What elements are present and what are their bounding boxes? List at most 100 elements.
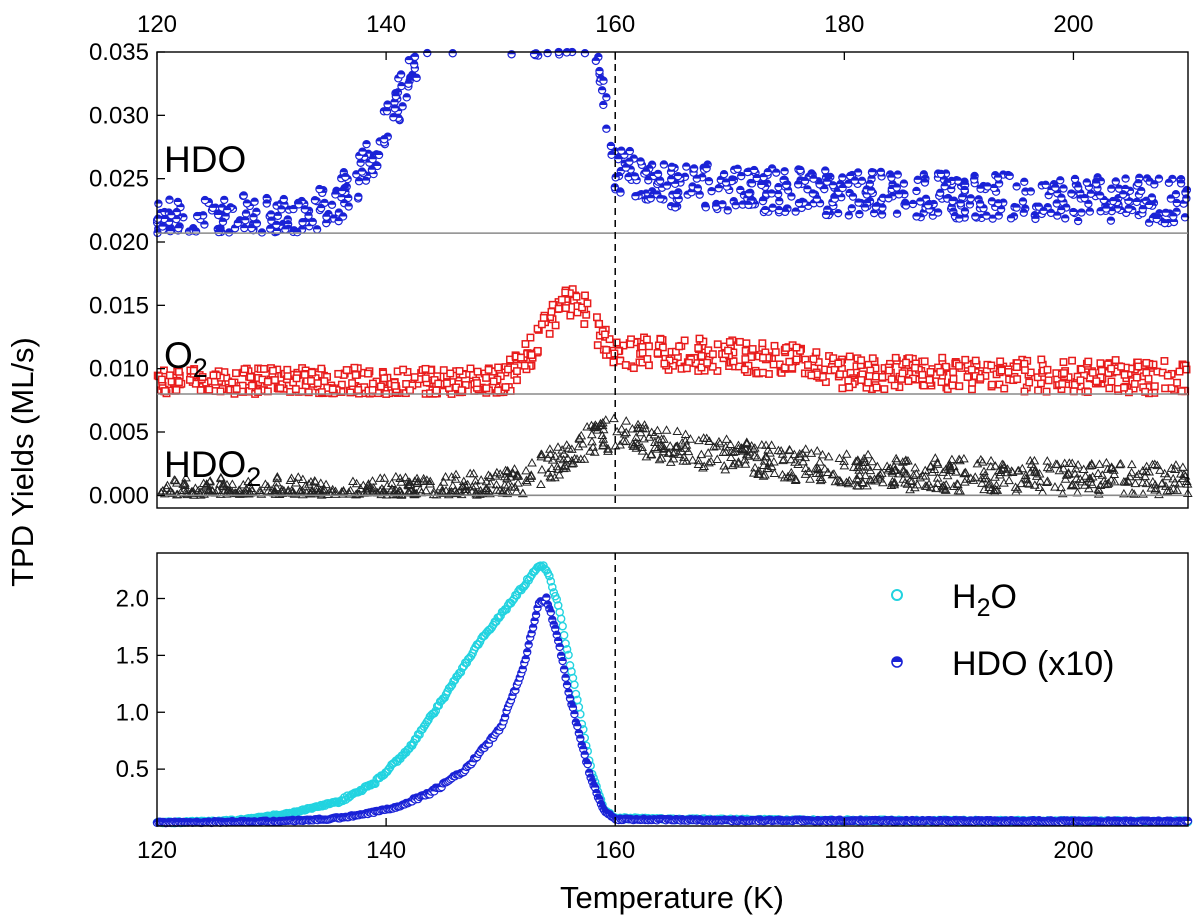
y-tick-label-lower: 0.5 [116,756,149,783]
data-point [642,335,651,344]
data-point [966,194,975,203]
data-point [1061,214,1070,223]
data-point [1084,199,1093,209]
data-point [158,222,167,231]
data-point [971,356,980,365]
y-tick-label-upper: 0.030 [89,102,149,129]
data-point [625,146,635,156]
data-point [661,425,672,434]
data-point [757,180,766,190]
data-point [877,210,887,219]
data-point [792,343,801,352]
x-tick-label-bottom: 180 [824,837,864,864]
data-point [233,218,243,228]
data-point [1057,193,1066,202]
data-point [376,382,385,391]
data-point [662,181,672,190]
data-point [157,375,166,384]
data-point [174,378,183,387]
data-point [721,434,732,443]
data-point [520,361,529,370]
data-point [250,197,259,206]
data-point [561,288,570,297]
data-point [434,379,443,388]
data-point [1107,184,1116,193]
data-point [1070,174,1080,184]
y-tick-label-lower: 1.0 [116,699,149,726]
data-point [404,79,413,88]
data-point [1166,194,1176,203]
data-point [1071,473,1082,483]
data-point [232,369,240,378]
data-point [1164,178,1174,187]
data-point [1025,378,1034,387]
data-point [774,182,783,192]
data-point [925,375,934,384]
data-point [682,364,691,373]
data-point [209,371,218,380]
data-point [1053,211,1062,220]
data-point [675,342,684,351]
data-point [1012,203,1021,212]
data-point [672,426,683,435]
series-label-hdo2: HDO2 [164,444,261,492]
data-point [246,373,255,382]
data-point [558,621,567,631]
data-point [963,373,972,381]
data-point [358,147,367,156]
data-point [621,361,630,369]
data-point [860,203,870,212]
data-point [1182,194,1191,203]
data-point [432,386,441,395]
data-point [718,200,727,209]
y-tick-label-upper: 0.005 [89,419,149,446]
data-point [1012,182,1021,191]
data-point [1120,383,1128,392]
data-point [1176,179,1186,188]
data-point [621,163,631,172]
data-point [845,383,854,392]
data-point [752,173,761,183]
data-point [1092,377,1101,386]
data-point [597,86,607,95]
data-point [521,654,530,664]
data-point [570,709,579,719]
data-point [375,473,386,482]
data-point [556,614,566,624]
data-point [629,364,638,373]
data-point [312,225,322,234]
data-point [841,449,852,458]
data-point [768,203,777,212]
data-point [735,337,744,346]
data-point [421,374,430,383]
data-point [404,55,414,65]
data-point [581,291,589,300]
data-point [938,353,947,362]
x-tick-label-top: 160 [595,11,635,38]
data-point [848,192,858,201]
data-point [223,205,232,215]
data-point [949,368,958,377]
data-point [513,376,521,385]
data-point [1169,212,1178,221]
data-point [893,170,902,179]
data-point [892,183,901,192]
data-point [272,220,281,230]
data-point [741,355,750,364]
data-point [692,174,702,183]
data-point [708,350,717,359]
data-point [844,376,853,385]
data-point [172,386,181,395]
data-point [1005,171,1014,181]
data-point [266,210,276,219]
data-point [911,363,919,372]
data-point [218,217,228,227]
data-point [1004,368,1013,376]
data-point [838,183,847,193]
data-point [796,165,805,175]
data-point [733,164,742,174]
data-point [997,366,1006,375]
data-point [504,365,512,374]
data-point [559,665,569,674]
data-point [239,191,248,200]
